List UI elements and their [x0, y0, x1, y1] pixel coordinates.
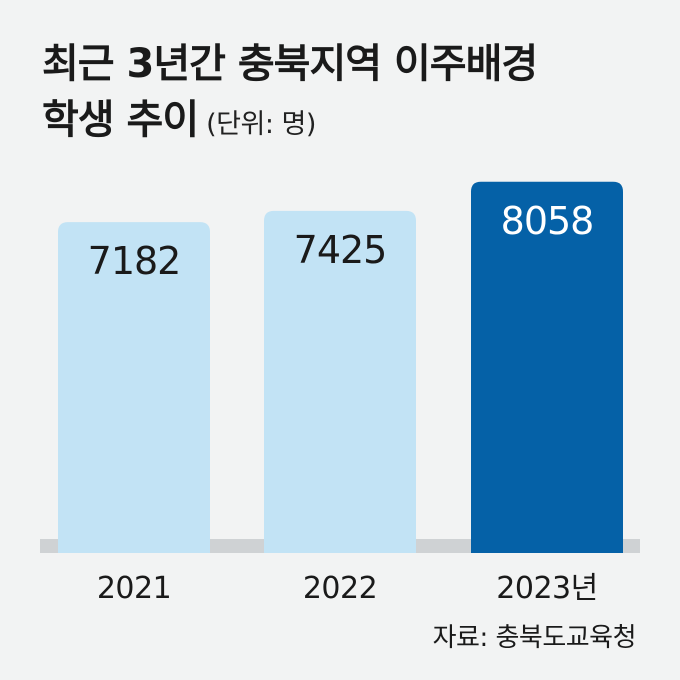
bar-2022	[264, 210, 416, 553]
chart-title-text-1: 최근 3년간 충북지역 이주배경	[42, 41, 538, 87]
unit-label: (단위: 명)	[206, 109, 316, 140]
category-label-2022: 2022	[303, 571, 377, 606]
chart-title-line-2: 학생 추이 (단위: 명)	[42, 96, 316, 149]
value-label-2022: 7425	[294, 228, 387, 272]
bar-2021	[58, 222, 210, 554]
category-label-2023년: 2023년	[496, 571, 597, 606]
source-label: 자료: 충북도교육청	[432, 623, 637, 653]
bar-2023년	[471, 181, 623, 554]
chart-title-line-1: 최근 3년간 충북지역 이주배경	[42, 40, 538, 88]
category-label-2021: 2021	[97, 571, 171, 606]
value-label-2023년: 8058	[501, 199, 594, 243]
chart-title-text-2: 학생 추이	[42, 97, 199, 143]
value-label-2021: 7182	[88, 239, 181, 283]
